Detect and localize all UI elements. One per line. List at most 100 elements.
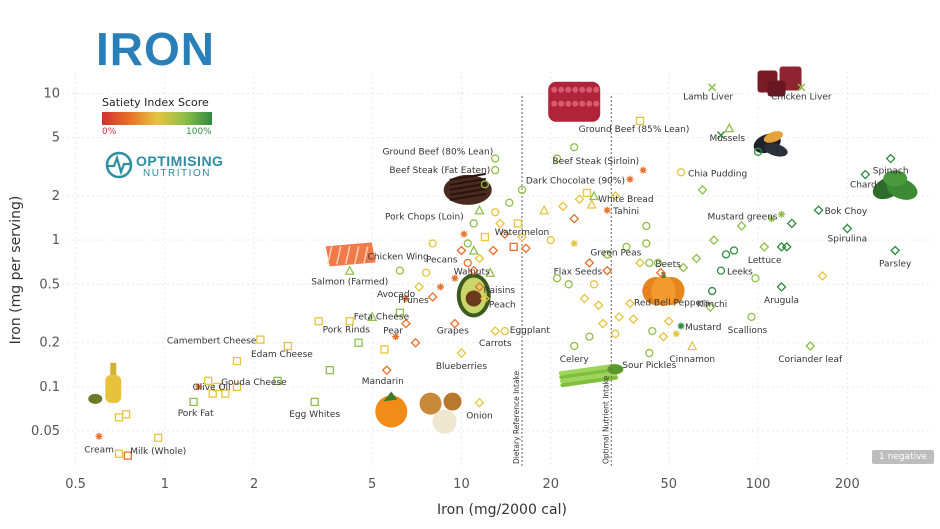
data-point: [395, 308, 405, 317]
x-tick-label: 1: [161, 477, 169, 492]
data-point: [584, 257, 595, 268]
point-label: Chard: [850, 181, 877, 191]
data-point: [480, 293, 490, 304]
point-label: Pork Rinds: [323, 325, 371, 335]
data-point: [687, 340, 698, 351]
data-point: [189, 397, 198, 407]
spinach-image: [872, 170, 918, 200]
point-label: Beef Steak (Fat Eaten): [389, 166, 490, 176]
data-point: [709, 235, 719, 246]
data-point: [729, 246, 739, 255]
data-point: [890, 245, 901, 256]
data-point: [569, 213, 580, 224]
point-label: Flax Seeds: [554, 268, 603, 278]
data-point: [401, 318, 411, 329]
point-label: Mustard greens: [708, 212, 778, 222]
avocado-shape: [465, 290, 482, 307]
point-label: Cream: [84, 445, 114, 455]
data-point: [491, 154, 500, 163]
point-label: Chia Pudding: [688, 169, 747, 179]
data-point: [539, 204, 550, 215]
data-point: [195, 383, 203, 391]
food-images: [88, 66, 918, 434]
data-point: [781, 241, 792, 252]
data-point: [204, 376, 213, 385]
beef-mince-image: [548, 81, 601, 122]
legend-title: Satiety Index Score: [102, 96, 209, 109]
data-point: [776, 241, 787, 252]
point-label: Pecans: [426, 256, 458, 266]
data-point: [678, 262, 689, 273]
beef-mince-shape: [593, 100, 600, 107]
salmon-shape: [344, 246, 351, 265]
data-point: [653, 258, 663, 268]
steak-shape: [449, 192, 486, 201]
onion-shape: [443, 392, 462, 411]
point-label: Arugula: [764, 296, 799, 306]
data-point: [414, 282, 425, 292]
point-label: Gouda Cheese: [221, 378, 287, 388]
x-tick-label: 100: [746, 477, 771, 492]
point-label: Lamb Liver: [683, 92, 733, 102]
data-point: [625, 298, 635, 309]
data-point: [505, 198, 514, 207]
y-tick-label: 2: [52, 189, 60, 204]
x-tick-label: 5: [368, 477, 376, 492]
point-label: Onion: [466, 412, 493, 422]
legend-min-label: 0%: [102, 127, 117, 137]
data-point: [380, 345, 389, 354]
data-point: [460, 230, 468, 238]
data-point: [598, 318, 608, 329]
data-point: [767, 215, 775, 223]
data-point: [628, 314, 639, 324]
data-point: [485, 267, 496, 277]
beef-mince-shape: [593, 86, 600, 93]
data-point: [589, 280, 599, 289]
data-point: [552, 154, 562, 163]
point-label: Grapes: [437, 327, 469, 337]
mussels-shape: [764, 143, 788, 157]
data-point: [208, 389, 217, 398]
point-label: Eggplant: [510, 326, 551, 336]
data-point: [310, 397, 319, 407]
data-point: [645, 258, 654, 268]
point-label: Egg Whites: [289, 410, 340, 420]
data-point: [721, 250, 731, 259]
data-point: [885, 153, 896, 164]
data-point: [468, 245, 479, 255]
beef-mince-shape: [572, 100, 579, 107]
data-point: [521, 243, 531, 254]
point-label: Raisins: [483, 286, 515, 296]
olive-oil-shape: [105, 374, 122, 403]
data-point: [805, 341, 816, 351]
data-point: [468, 265, 479, 276]
data-point: [232, 356, 242, 366]
point-label: Feta Cheese: [354, 312, 410, 322]
beef-mince-shape: [565, 86, 572, 93]
legend-color-scale: [102, 112, 212, 125]
data-point: [232, 382, 242, 392]
data-point: [582, 188, 592, 198]
beef-mince-shape: [565, 100, 572, 107]
data-point: [495, 218, 506, 229]
point-label: Mandarin: [362, 377, 404, 387]
point-label: Lettuce: [748, 256, 782, 266]
data-point: [753, 147, 763, 156]
mussels-shape: [763, 131, 783, 143]
data-point: [421, 268, 431, 277]
data-point: [724, 122, 735, 133]
data-point: [697, 185, 708, 195]
data-point: [635, 116, 645, 126]
data-point: [614, 311, 624, 322]
steak-shape: [449, 187, 486, 196]
data-point: [610, 191, 621, 201]
point-label: Sour Pickles: [622, 361, 676, 371]
data-point: [114, 449, 124, 458]
beef-mince-shape: [579, 86, 586, 93]
data-point: [716, 266, 726, 275]
onion-shape: [419, 392, 442, 415]
point-label: Blueberries: [436, 362, 487, 372]
data-point: [463, 239, 472, 248]
y-axis-ticks: 0.05 0.1 0.2 0.5 1 2 5 10: [31, 86, 60, 439]
page-title: IRON: [96, 23, 215, 75]
